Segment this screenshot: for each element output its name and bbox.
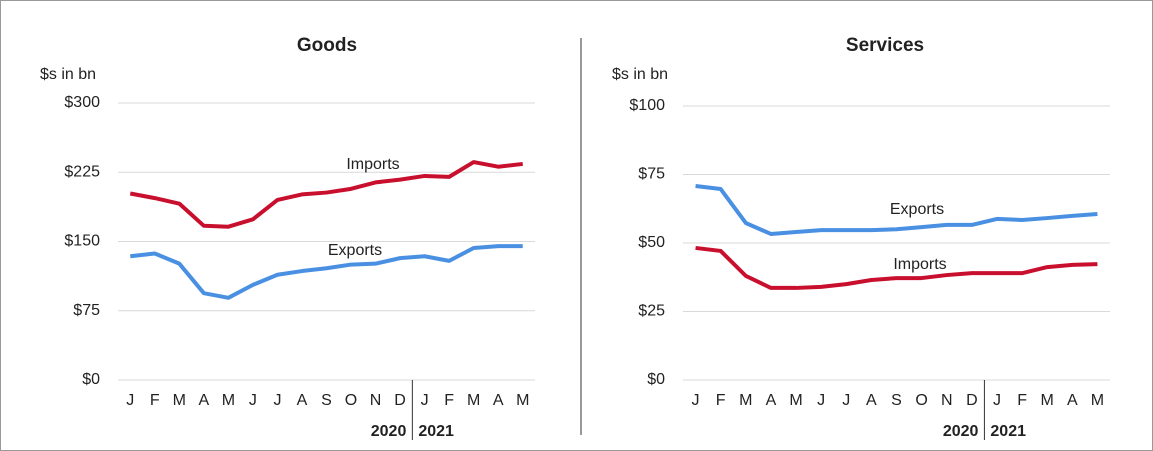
data-line xyxy=(129,160,523,229)
x-tick-label: N xyxy=(370,392,382,409)
x-tick-label: S xyxy=(321,392,332,409)
x-tick-label: M xyxy=(789,392,802,409)
series-label: Imports xyxy=(893,256,946,273)
y-tick-label: $100 xyxy=(629,97,665,114)
x-tick-label: A xyxy=(766,392,777,409)
x-tick-label: D xyxy=(394,392,406,409)
x-tick-label: J xyxy=(126,392,134,409)
x-tick-label: M xyxy=(222,392,235,409)
x-tick-label: O xyxy=(345,392,357,409)
y-tick-label: $75 xyxy=(73,302,100,319)
x-tick-label: M xyxy=(1091,392,1104,409)
x-tick-label: M xyxy=(1041,392,1054,409)
x-tick-label: M xyxy=(516,392,529,409)
x-tick-label: D xyxy=(966,392,978,409)
x-tick-label: A xyxy=(297,392,308,409)
x-tick-label: N xyxy=(941,392,953,409)
x-tick-label: J xyxy=(249,392,257,409)
x-tick-label: A xyxy=(1067,392,1078,409)
x-tick-label: A xyxy=(199,392,210,409)
x-tick-label: J xyxy=(817,392,825,409)
y-tick-label: $0 xyxy=(647,371,665,388)
x-tick-label: J xyxy=(421,392,429,409)
y-tick-label: $225 xyxy=(64,163,100,180)
series-label: Exports xyxy=(328,242,382,259)
data-line xyxy=(695,184,1098,236)
y-tick-label: $50 xyxy=(638,234,665,251)
y-tick-label: $300 xyxy=(64,94,100,111)
x-group-label: 2021 xyxy=(418,423,454,440)
data-line xyxy=(695,245,1098,290)
x-group-label: 2020 xyxy=(943,423,979,440)
x-group-label: 2020 xyxy=(371,423,407,440)
x-tick-label: F xyxy=(444,392,454,409)
x-tick-label: M xyxy=(739,392,752,409)
x-tick-label: F xyxy=(150,392,160,409)
series-label: Exports xyxy=(890,201,944,218)
x-group-label: 2021 xyxy=(990,423,1026,440)
x-tick-label: J xyxy=(993,392,1001,409)
y-tick-label: $150 xyxy=(64,233,100,250)
x-tick-label: J xyxy=(692,392,700,409)
x-tick-label: F xyxy=(1017,392,1027,409)
data-line xyxy=(130,244,523,300)
y-axis-label: $s in bn xyxy=(40,66,96,83)
x-tick-label: J xyxy=(273,392,281,409)
chart-title: Goods xyxy=(297,35,357,56)
x-tick-label: S xyxy=(891,392,902,409)
x-tick-label: F xyxy=(716,392,726,409)
chart-title: Services xyxy=(846,35,924,56)
y-tick-label: $75 xyxy=(638,166,665,183)
x-tick-label: O xyxy=(915,392,927,409)
x-tick-label: M xyxy=(467,392,480,409)
series-label: Imports xyxy=(346,156,399,173)
x-tick-label: J xyxy=(842,392,850,409)
y-tick-label: $25 xyxy=(638,303,665,320)
y-axis-label: $s in bn xyxy=(612,66,668,83)
y-tick-label: $0 xyxy=(82,371,100,388)
x-tick-label: A xyxy=(866,392,877,409)
x-tick-label: M xyxy=(173,392,186,409)
x-tick-label: A xyxy=(493,392,504,409)
